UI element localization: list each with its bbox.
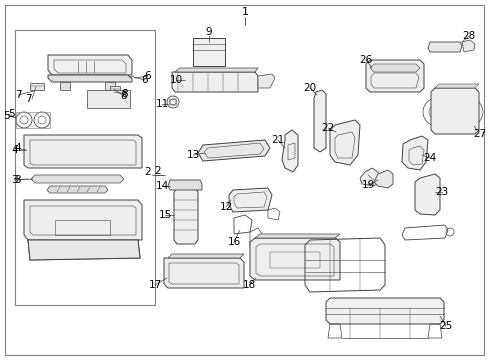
Text: 28: 28 [462, 31, 475, 41]
Polygon shape [172, 72, 258, 92]
Text: 19: 19 [361, 180, 374, 190]
Text: 13: 13 [186, 150, 199, 160]
Text: 23: 23 [434, 187, 447, 197]
Text: 9: 9 [205, 27, 212, 37]
Polygon shape [174, 188, 198, 244]
Text: 27: 27 [472, 129, 486, 139]
Polygon shape [60, 82, 70, 90]
Bar [16, 112, 50, 128]
Polygon shape [414, 174, 439, 215]
Text: 5: 5 [8, 109, 15, 119]
Polygon shape [282, 130, 297, 172]
Text: 12: 12 [219, 202, 232, 212]
Polygon shape [430, 88, 478, 134]
Bar [193, 38, 224, 66]
Text: 10: 10 [169, 75, 182, 85]
Polygon shape [373, 170, 392, 188]
Polygon shape [461, 40, 474, 52]
Polygon shape [434, 84, 478, 88]
Polygon shape [47, 186, 108, 193]
Polygon shape [168, 180, 202, 190]
Text: 2: 2 [144, 167, 151, 177]
Polygon shape [329, 120, 359, 165]
Polygon shape [313, 90, 325, 152]
Polygon shape [427, 42, 461, 52]
Polygon shape [365, 60, 423, 92]
Text: 7: 7 [25, 94, 32, 104]
Bar [15, 30, 155, 305]
Polygon shape [168, 254, 244, 258]
Polygon shape [110, 86, 120, 92]
Text: 25: 25 [439, 321, 452, 331]
Text: 15: 15 [158, 210, 171, 220]
Polygon shape [228, 188, 271, 212]
Polygon shape [30, 83, 44, 90]
Polygon shape [258, 74, 274, 88]
Text: 16: 16 [227, 237, 240, 247]
Text: 1: 1 [241, 7, 248, 17]
Polygon shape [87, 90, 130, 108]
Polygon shape [325, 298, 443, 324]
Polygon shape [369, 64, 419, 72]
Polygon shape [48, 55, 132, 75]
Text: 3: 3 [14, 175, 20, 185]
Text: 7: 7 [15, 90, 21, 100]
Text: 24: 24 [423, 153, 436, 163]
Text: 11: 11 [155, 99, 168, 109]
Polygon shape [24, 200, 142, 240]
Polygon shape [31, 175, 124, 183]
Polygon shape [28, 240, 140, 260]
Text: 20: 20 [303, 83, 316, 93]
Text: 26: 26 [359, 55, 372, 65]
Polygon shape [105, 82, 115, 90]
Text: 4: 4 [14, 143, 20, 153]
Text: 4: 4 [11, 145, 18, 155]
Text: 5: 5 [3, 111, 10, 121]
Polygon shape [163, 258, 244, 288]
Text: 3: 3 [11, 175, 18, 185]
Polygon shape [249, 238, 339, 280]
Polygon shape [198, 140, 269, 161]
Text: 22: 22 [321, 123, 334, 133]
Polygon shape [48, 75, 132, 82]
Text: 18: 18 [242, 280, 255, 290]
Polygon shape [359, 168, 379, 186]
Text: 21: 21 [271, 135, 284, 145]
Text: 8: 8 [121, 91, 127, 101]
Text: 8: 8 [122, 89, 128, 99]
Polygon shape [401, 136, 427, 170]
Polygon shape [254, 234, 339, 238]
Text: 6: 6 [142, 75, 148, 85]
Polygon shape [175, 68, 258, 72]
Text: 14: 14 [155, 181, 168, 191]
Text: 6: 6 [144, 71, 151, 81]
Text: 17: 17 [148, 280, 162, 290]
Polygon shape [24, 135, 142, 168]
Text: 2: 2 [154, 166, 161, 176]
